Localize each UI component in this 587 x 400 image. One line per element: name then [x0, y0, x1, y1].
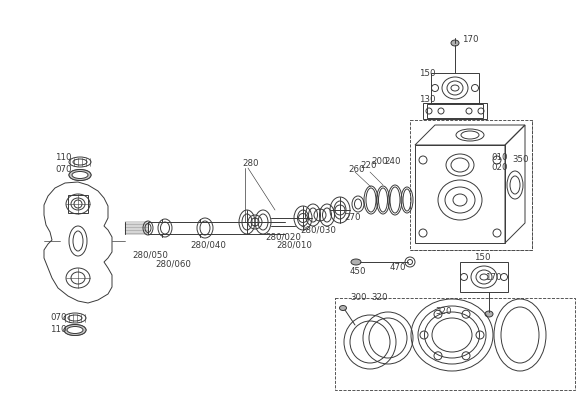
Text: 170: 170	[462, 36, 478, 44]
Text: 470: 470	[390, 264, 407, 272]
Bar	[415, 145, 505, 243]
Text: 020: 020	[491, 162, 508, 172]
Text: 150: 150	[474, 254, 491, 262]
Ellipse shape	[69, 170, 91, 180]
Text: 240: 240	[384, 158, 400, 166]
Text: 350: 350	[512, 156, 528, 164]
Ellipse shape	[64, 324, 86, 336]
Text: 280/030: 280/030	[300, 226, 336, 234]
Text: 110: 110	[55, 154, 72, 162]
Text: 270: 270	[344, 214, 360, 222]
Bar	[68, 195, 88, 213]
Text: 280: 280	[242, 158, 258, 168]
Text: 280/060: 280/060	[155, 260, 191, 268]
Text: 320: 320	[371, 294, 387, 302]
Bar	[427, 104, 483, 118]
Ellipse shape	[72, 172, 88, 178]
Text: 110: 110	[50, 326, 66, 334]
Text: 280/040: 280/040	[190, 240, 226, 250]
Bar	[431, 73, 479, 103]
Text: 130: 130	[419, 96, 436, 104]
Text: 320: 320	[435, 308, 451, 316]
Text: 170: 170	[485, 274, 501, 282]
Bar	[335, 298, 575, 390]
Text: 010: 010	[491, 154, 508, 162]
Text: 280/020: 280/020	[265, 232, 301, 242]
Text: 300: 300	[350, 294, 366, 302]
Text: 450: 450	[350, 268, 366, 276]
Ellipse shape	[485, 311, 493, 317]
Text: 280/010: 280/010	[276, 240, 312, 250]
Text: 260: 260	[348, 166, 365, 174]
Text: 070: 070	[50, 314, 66, 322]
Ellipse shape	[67, 326, 83, 334]
Text: 070: 070	[55, 166, 72, 174]
Bar	[423, 103, 487, 119]
Ellipse shape	[339, 306, 346, 310]
Bar	[410, 120, 532, 250]
Text: 200: 200	[371, 158, 387, 166]
Ellipse shape	[451, 40, 459, 46]
Ellipse shape	[351, 259, 361, 265]
Bar	[460, 262, 508, 292]
Text: 150: 150	[419, 70, 436, 78]
Text: 280/050: 280/050	[132, 250, 168, 260]
Text: 220: 220	[360, 160, 376, 170]
